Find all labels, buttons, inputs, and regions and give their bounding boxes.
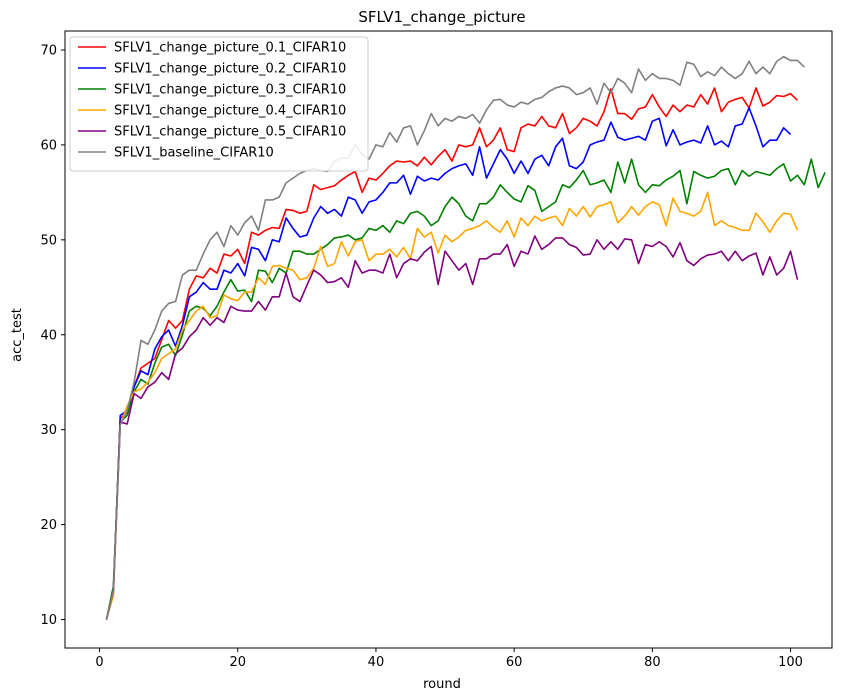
legend: SFLV1_change_picture_0.1_CIFAR10 SFLV1_ch…	[69, 36, 369, 172]
legend-label-2: SFLV1_change_picture_0.2_CIFAR10	[114, 62, 346, 77]
series-layer	[105, 55, 826, 620]
y-tick-label-2: 30	[40, 423, 57, 438]
legend-label-1: SFLV1_change_picture_0.1_CIFAR10	[114, 41, 346, 56]
x-tick-label-5: 100	[778, 655, 803, 670]
x-tick-label-4: 80	[644, 655, 661, 670]
x-tick-label-1: 20	[229, 655, 246, 670]
series-line-4	[105, 191, 799, 620]
y-tick-label-1: 20	[40, 518, 57, 533]
y-tick-label-4: 50	[40, 233, 57, 248]
legend-label-3: SFLV1_change_picture_0.3_CIFAR10	[114, 83, 346, 98]
series-line-1	[105, 87, 799, 620]
legend-label-4: SFLV1_change_picture_0.4_CIFAR10	[114, 104, 346, 119]
x-tick-label-0: 0	[95, 655, 103, 670]
y-tick-label-5: 60	[40, 138, 57, 153]
legend-label-5: SFLV1_change_picture_0.5_CIFAR10	[114, 125, 346, 140]
y-axis-label: acc_test	[10, 308, 25, 362]
x-axis-label: round	[423, 677, 461, 692]
series-line-2	[105, 107, 792, 620]
x-tick-label-2: 40	[368, 655, 385, 670]
plot-frame	[64, 30, 833, 649]
x-tick-label-3: 60	[506, 655, 523, 670]
ticks-layer: 0 20 40 60 80 100 10 20 30 40 50 60 70	[40, 43, 803, 670]
y-tick-label-3: 40	[40, 328, 57, 343]
series-line-3	[105, 158, 826, 620]
y-tick-label-0: 10	[40, 613, 57, 628]
y-tick-label-6: 70	[40, 43, 57, 58]
series-line-6	[105, 55, 805, 620]
series-line-5	[105, 235, 799, 620]
legend-label-6: SFLV1_baseline_CIFAR10	[114, 146, 274, 161]
legend-box	[69, 36, 369, 172]
chart-title: SFLV1_change_picture	[358, 8, 525, 27]
